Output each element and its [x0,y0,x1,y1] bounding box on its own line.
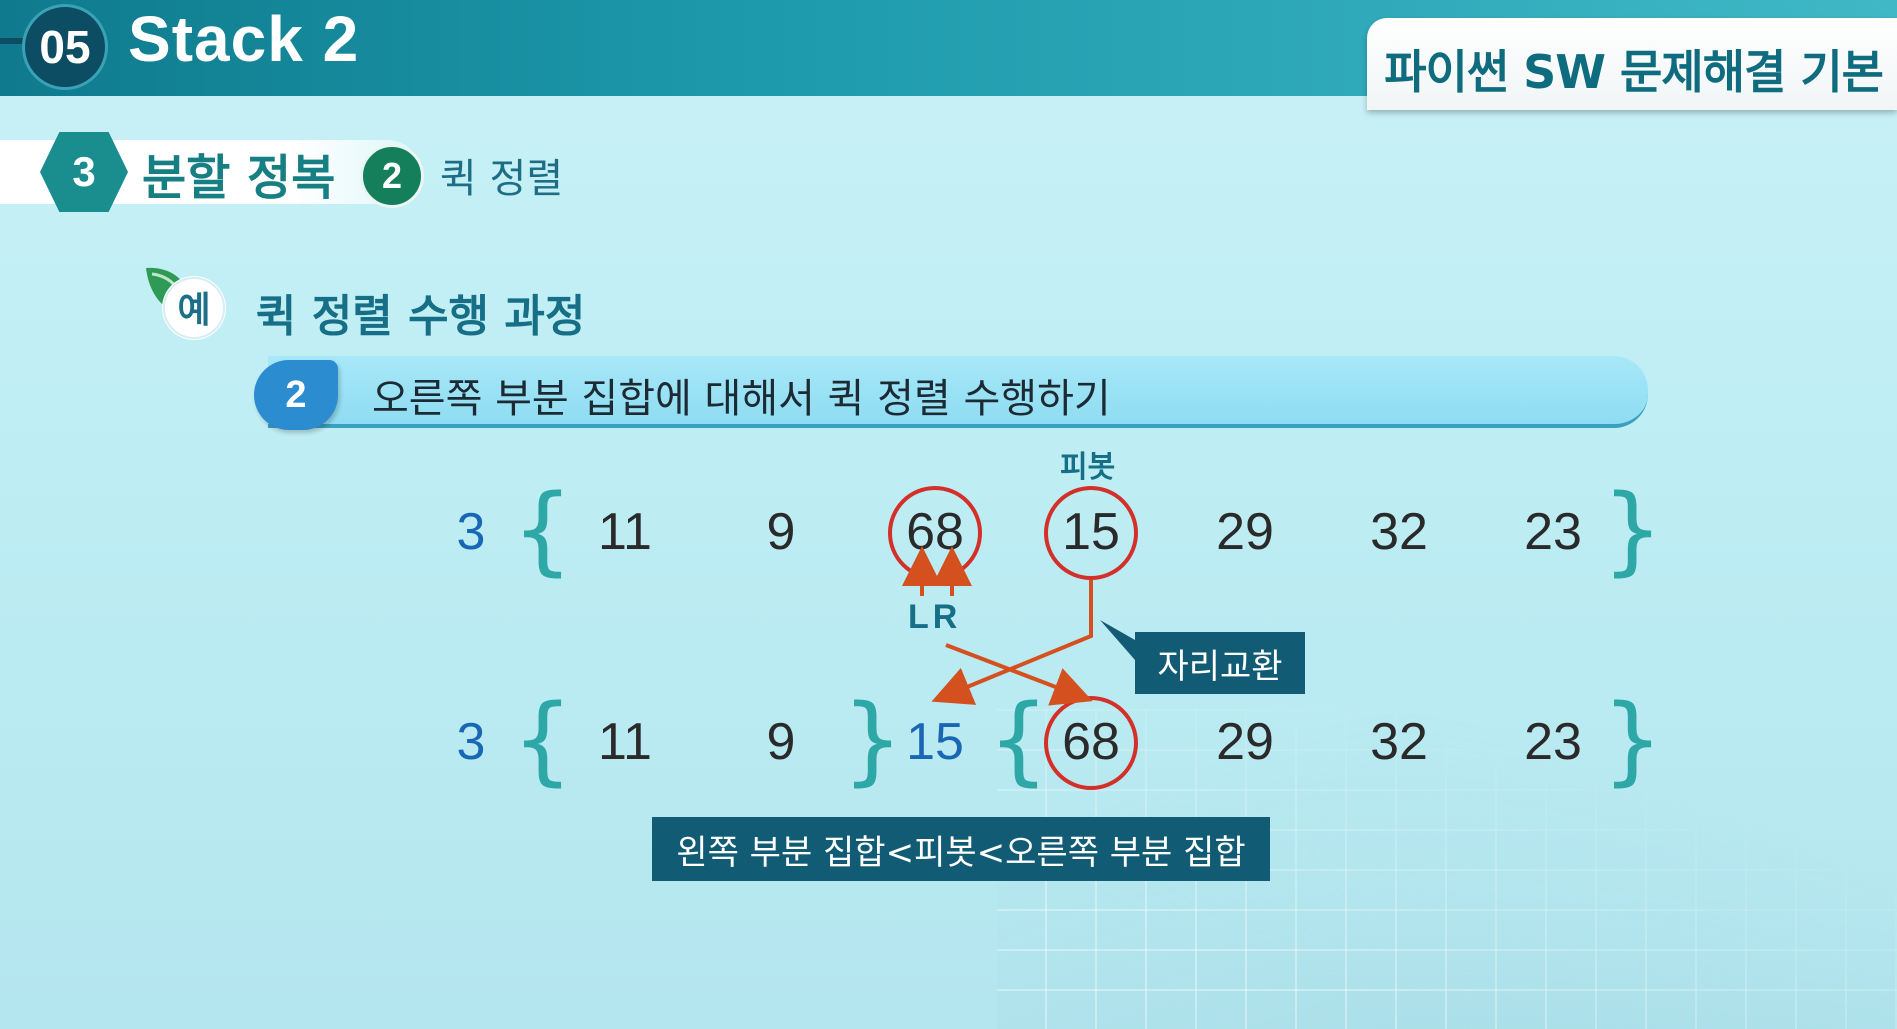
swap-arrow-to-right [945,643,1093,706]
section-number-badge: 3 [40,132,128,212]
row1-value: 11 [598,503,652,561]
row1-value: 29 [1216,503,1274,561]
row2-right-close-brace: } [1602,684,1664,796]
partition-note: 왼쪽 부분 집합<피봇<오른쪽 부분 집합 [652,817,1270,881]
leaf-icon: 예 [146,267,226,340]
example-badge: 예 [142,262,234,342]
row2-right-value: 68 [1062,713,1120,771]
row2-right-value: 29 [1216,713,1274,771]
pivot-label: 피봇 [1060,450,1116,485]
example-badge-text: 예 [177,290,210,331]
swap-arrow-to-left [931,580,1093,705]
row1-value: 32 [1370,503,1428,561]
step-number-badge: 2 [254,360,338,430]
row2-right-open-brace: { [988,684,1050,796]
lesson-title: Stack 2 [128,3,360,75]
row2-right-value: 23 [1524,713,1582,771]
lr-label: LR [908,598,962,636]
row1-close-brace: } [1602,474,1664,586]
callout-pointer [1100,620,1135,660]
step-text: 오른쪽 부분 집합에 대해서 퀵 정렬 수행하기 [372,376,1111,422]
subsection-number-badge: 2 [360,144,424,208]
subsection-title: 퀵 정렬 [440,156,564,202]
row1-value: 23 [1524,503,1582,561]
row2-pivot: 15 [906,713,964,771]
row2-right-value: 32 [1370,713,1428,771]
row1-value: 9 [766,503,796,561]
row1-prefix: 3 [456,503,486,561]
course-title: 파이썬 SW 문제해결 기본 [1384,45,1884,99]
pivot-highlight-circle [1044,486,1138,580]
course-title-box [1367,18,1897,110]
swap-callout: 자리교환 [1135,632,1305,694]
row2-68-highlight-circle [1044,696,1138,790]
section-title: 분할 정복 [142,150,336,206]
lesson-number-badge: 05 [22,4,108,90]
row2-prefix: 3 [456,713,486,771]
example-title: 퀵 정렬 수행 과정 [256,291,586,342]
row2-left-value: 11 [598,713,652,771]
row2-left-close-brace: } [842,684,904,796]
row2-left-open-brace: { [512,684,574,796]
row1-68-highlight-circle [888,486,982,580]
row2-left-value: 9 [766,713,796,771]
lesson-connector [0,38,24,44]
row1-open-brace: { [512,474,574,586]
step-bar [268,356,1648,428]
row1-value: 15 [1062,503,1120,561]
